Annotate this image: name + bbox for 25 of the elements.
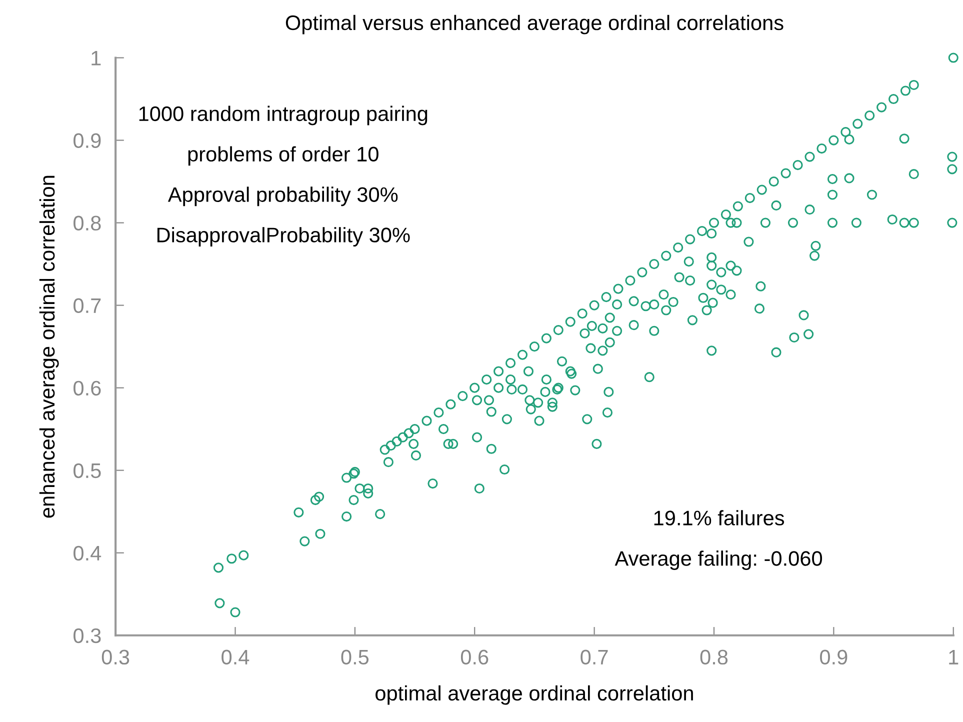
y-tick-label: 0.4 <box>74 546 102 561</box>
x-tick-label: 0.7 <box>580 650 608 665</box>
y-tick-label: 0.5 <box>74 463 101 478</box>
annotation: Average failing: -0.060 <box>614 550 822 570</box>
x-tick-label: 1 <box>949 650 958 664</box>
y-tick-label: 0.9 <box>74 133 101 148</box>
x-tick-label: 0.3 <box>102 650 130 665</box>
y-axis-title: enhanced average ordinal correlation <box>39 176 59 518</box>
annotation: Approval probability 30% <box>168 186 398 206</box>
y-tick-label: 0.8 <box>74 216 101 231</box>
annotation: 1000 random intragroup pairing <box>139 106 428 126</box>
y-tick-label: 0.7 <box>74 298 101 314</box>
x-tick-label: 0.9 <box>820 650 848 665</box>
x-tick-label: 0.6 <box>460 650 488 665</box>
annotation: problems of order 10 <box>188 146 378 166</box>
annotation: 19.1% failures <box>654 510 784 526</box>
x-tick-label: 0.8 <box>700 650 728 665</box>
x-tick-label: 0.5 <box>341 650 369 665</box>
x-axis-title: optimal average ordinal correlation <box>376 685 693 705</box>
x-tick-label: 0.4 <box>222 650 250 665</box>
chart-title: Optimal versus enhanced average ordinal correlations <box>286 14 784 34</box>
annotation: DisapprovalProbability 30% <box>157 227 410 247</box>
y-tick-label: 0.3 <box>74 628 101 644</box>
y-tick-label: 1 <box>92 50 101 66</box>
y-tick-label: 0.6 <box>74 380 101 396</box>
